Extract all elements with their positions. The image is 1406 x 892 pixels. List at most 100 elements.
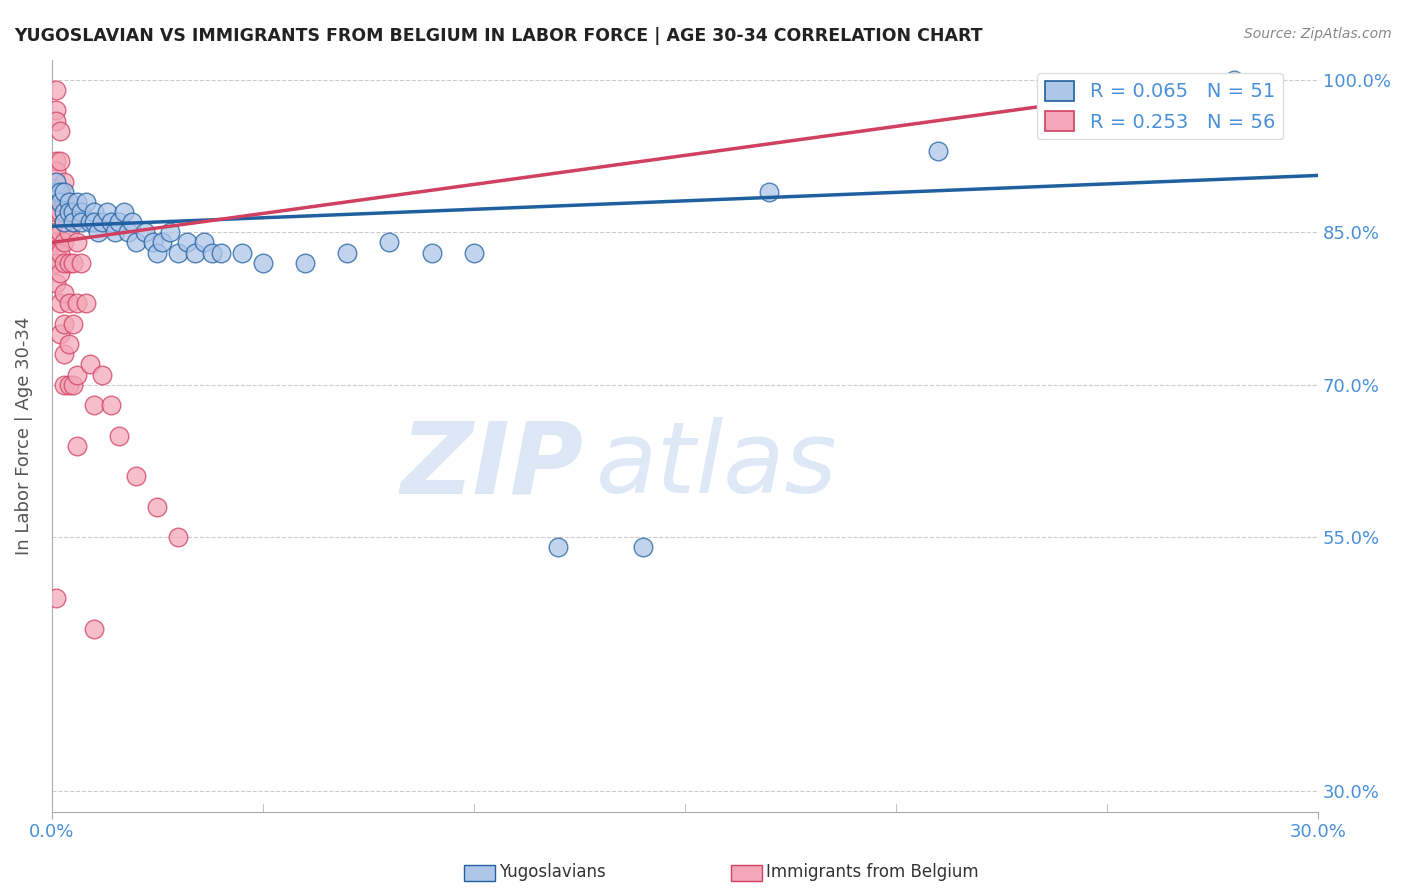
Point xyxy=(58,377,80,392)
Point xyxy=(83,215,105,229)
Point xyxy=(146,245,169,260)
Point xyxy=(631,541,654,555)
Point xyxy=(62,256,84,270)
Point xyxy=(58,256,80,270)
Point xyxy=(79,358,101,372)
Point xyxy=(1222,73,1244,87)
Point xyxy=(79,215,101,229)
Point xyxy=(108,215,131,229)
Text: YUGOSLAVIAN VS IMMIGRANTS FROM BELGIUM IN LABOR FORCE | AGE 30-34 CORRELATION CH: YUGOSLAVIAN VS IMMIGRANTS FROM BELGIUM I… xyxy=(14,27,983,45)
Point xyxy=(167,245,190,260)
Point xyxy=(547,541,569,555)
Point xyxy=(294,256,316,270)
Point xyxy=(58,194,80,209)
Point xyxy=(66,235,89,250)
Point xyxy=(463,245,485,260)
Point xyxy=(49,266,72,280)
Point xyxy=(146,500,169,514)
Point xyxy=(45,154,67,169)
Point xyxy=(83,205,105,219)
Point xyxy=(45,113,67,128)
Point xyxy=(112,205,135,219)
Point xyxy=(49,326,72,341)
Point xyxy=(45,256,67,270)
Point xyxy=(142,235,165,250)
Point xyxy=(58,337,80,351)
Point xyxy=(53,256,76,270)
Point xyxy=(193,235,215,250)
Point xyxy=(176,235,198,250)
Point xyxy=(49,185,72,199)
Point xyxy=(53,235,76,250)
Point xyxy=(49,124,72,138)
Point xyxy=(75,194,97,209)
Point xyxy=(121,215,143,229)
Point xyxy=(91,215,114,229)
Point xyxy=(70,205,93,219)
Point xyxy=(66,296,89,310)
Legend: R = 0.065   N = 51, R = 0.253   N = 56: R = 0.065 N = 51, R = 0.253 N = 56 xyxy=(1038,73,1284,139)
Point xyxy=(53,286,76,301)
Point xyxy=(83,398,105,412)
Point xyxy=(45,185,67,199)
Point xyxy=(927,144,949,158)
Point xyxy=(100,398,122,412)
Point xyxy=(45,194,67,209)
Point xyxy=(70,256,93,270)
Point xyxy=(53,205,76,219)
Point xyxy=(62,215,84,229)
Point xyxy=(49,245,72,260)
Text: Yugoslavians: Yugoslavians xyxy=(499,863,606,881)
Point xyxy=(45,235,67,250)
Point xyxy=(108,428,131,442)
Point xyxy=(49,296,72,310)
Point xyxy=(125,469,148,483)
Point xyxy=(45,225,67,239)
Point xyxy=(134,225,156,239)
Point xyxy=(100,215,122,229)
Point xyxy=(91,368,114,382)
Point xyxy=(45,175,67,189)
Y-axis label: In Labor Force | Age 30-34: In Labor Force | Age 30-34 xyxy=(15,317,32,555)
Point xyxy=(62,205,84,219)
Point xyxy=(62,317,84,331)
Text: Source: ZipAtlas.com: Source: ZipAtlas.com xyxy=(1244,27,1392,41)
Point xyxy=(167,530,190,544)
Point xyxy=(49,185,72,199)
Point xyxy=(201,245,224,260)
Point xyxy=(45,591,67,606)
Point xyxy=(53,347,76,361)
Point xyxy=(53,317,76,331)
Point xyxy=(45,276,67,290)
Point xyxy=(49,225,72,239)
Point xyxy=(45,164,67,178)
Point xyxy=(378,235,401,250)
Point xyxy=(45,205,67,219)
Point xyxy=(45,245,67,260)
Point xyxy=(117,225,139,239)
Point xyxy=(62,215,84,229)
Text: atlas: atlas xyxy=(596,417,838,514)
Text: Immigrants from Belgium: Immigrants from Belgium xyxy=(766,863,979,881)
Point xyxy=(420,245,443,260)
Point xyxy=(53,175,76,189)
Point xyxy=(49,205,72,219)
Point xyxy=(58,205,80,219)
Point xyxy=(53,215,76,229)
Point xyxy=(53,185,76,199)
Point xyxy=(83,622,105,636)
Point xyxy=(70,215,93,229)
Point xyxy=(49,194,72,209)
Point xyxy=(96,205,118,219)
Point xyxy=(184,245,207,260)
Point xyxy=(252,256,274,270)
Point xyxy=(49,154,72,169)
Point xyxy=(58,296,80,310)
Point xyxy=(45,83,67,97)
Point xyxy=(66,194,89,209)
Point xyxy=(53,194,76,209)
Point xyxy=(58,194,80,209)
Point xyxy=(62,377,84,392)
Point xyxy=(159,225,181,239)
Point xyxy=(45,103,67,118)
